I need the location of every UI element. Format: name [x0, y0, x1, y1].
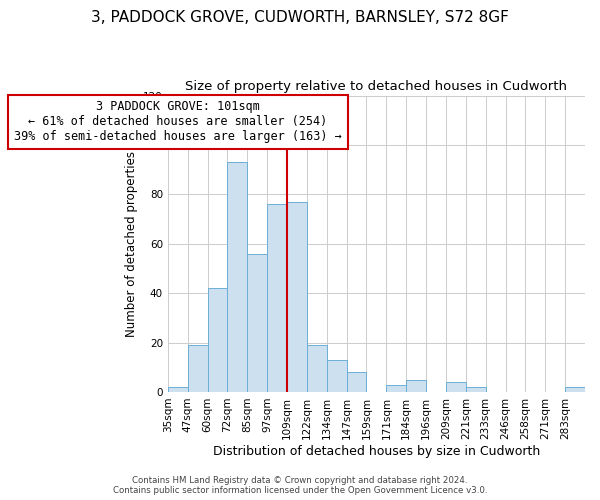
- Bar: [347, 372, 367, 392]
- Bar: [287, 202, 307, 392]
- Bar: [386, 384, 406, 392]
- Text: Contains HM Land Registry data © Crown copyright and database right 2024.
Contai: Contains HM Land Registry data © Crown c…: [113, 476, 487, 495]
- Bar: [208, 288, 227, 392]
- Bar: [565, 387, 585, 392]
- Bar: [466, 387, 485, 392]
- Text: 3, PADDOCK GROVE, CUDWORTH, BARNSLEY, S72 8GF: 3, PADDOCK GROVE, CUDWORTH, BARNSLEY, S7…: [91, 10, 509, 25]
- Text: 3 PADDOCK GROVE: 101sqm
← 61% of detached houses are smaller (254)
39% of semi-d: 3 PADDOCK GROVE: 101sqm ← 61% of detache…: [14, 100, 341, 144]
- Y-axis label: Number of detached properties: Number of detached properties: [125, 151, 137, 337]
- Bar: [406, 380, 426, 392]
- Bar: [267, 204, 287, 392]
- X-axis label: Distribution of detached houses by size in Cudworth: Distribution of detached houses by size …: [213, 444, 540, 458]
- Bar: [168, 387, 188, 392]
- Title: Size of property relative to detached houses in Cudworth: Size of property relative to detached ho…: [185, 80, 568, 93]
- Bar: [188, 345, 208, 392]
- Bar: [247, 254, 267, 392]
- Bar: [327, 360, 347, 392]
- Bar: [227, 162, 247, 392]
- Bar: [307, 345, 327, 392]
- Bar: [446, 382, 466, 392]
